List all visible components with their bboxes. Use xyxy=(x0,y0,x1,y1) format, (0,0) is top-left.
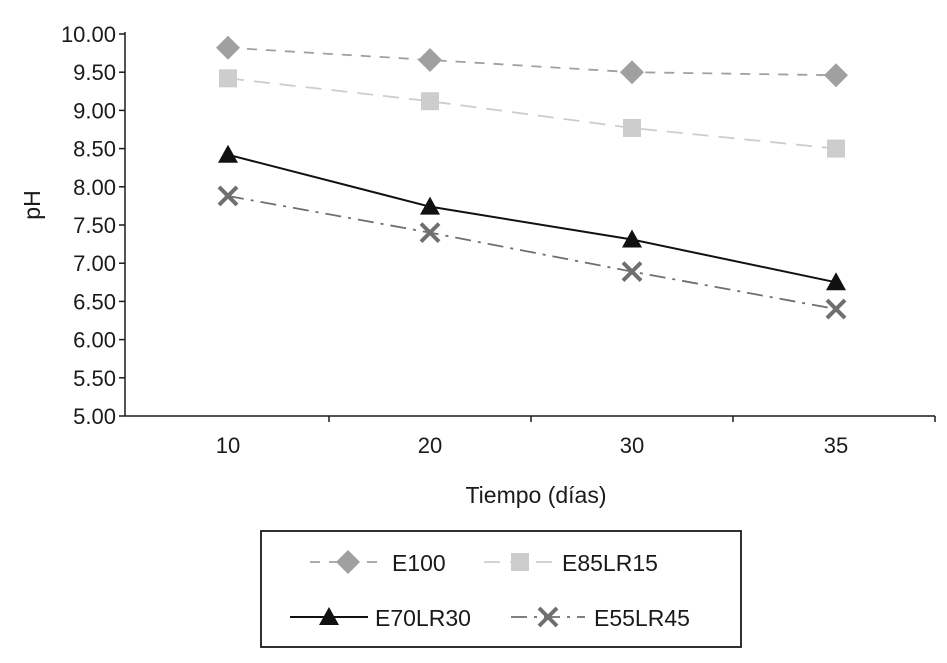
legend-marker xyxy=(537,606,559,628)
data-point xyxy=(623,118,641,137)
y-tick-label: 8.00 xyxy=(73,175,116,200)
x-tick-label: 10 xyxy=(216,433,240,458)
series-line xyxy=(227,77,837,150)
x-tick-label: 30 xyxy=(620,433,644,458)
y-tick-label: 6.50 xyxy=(73,289,116,314)
legend-marker xyxy=(511,553,529,571)
y-tick-label: 7.00 xyxy=(73,251,116,276)
data-point xyxy=(419,222,441,244)
y-tick-label: 6.00 xyxy=(73,328,116,353)
y-tick-label: 10.00 xyxy=(61,22,116,47)
legend-label: E70LR30 xyxy=(375,605,471,631)
data-point xyxy=(420,196,440,215)
data-point xyxy=(620,60,644,85)
y-tick-label: 9.00 xyxy=(73,98,116,123)
x-tick-label: 35 xyxy=(824,433,848,458)
x-axis-title: Tiempo (días) xyxy=(465,482,606,508)
x-tick-label: 20 xyxy=(418,433,442,458)
x-axis-ticks: 10 20 30 35 xyxy=(216,416,936,458)
legend-item: E55LR45 xyxy=(511,605,690,631)
legend: E100 E85LR15 E70LR30 E55LR45 xyxy=(260,530,742,648)
axes xyxy=(124,32,935,417)
y-tick-label: 9.50 xyxy=(73,60,116,85)
series-e70lr30 xyxy=(218,144,846,291)
data-point xyxy=(217,185,239,207)
data-point xyxy=(421,92,439,111)
legend-box xyxy=(260,530,742,648)
legend-label: E100 xyxy=(392,550,446,576)
series-layer xyxy=(216,35,848,320)
data-point xyxy=(622,229,642,248)
legend-marker xyxy=(336,550,360,574)
legend-label: E85LR15 xyxy=(562,550,658,576)
legend-marker xyxy=(319,607,339,625)
data-point xyxy=(827,139,845,158)
data-point xyxy=(219,69,237,88)
y-tick-label: 5.00 xyxy=(73,404,116,429)
legend-item: E70LR30 xyxy=(290,605,471,631)
series-line xyxy=(227,195,837,310)
y-tick-label: 5.50 xyxy=(73,366,116,391)
legend-label: E55LR45 xyxy=(594,605,690,631)
data-point xyxy=(824,63,848,88)
data-point xyxy=(216,35,240,60)
legend-item: E100 xyxy=(310,550,446,576)
y-tick-label: 8.50 xyxy=(73,137,116,162)
series-line xyxy=(227,153,837,284)
y-axis-title: pH xyxy=(19,190,45,219)
data-point xyxy=(825,298,847,320)
series-e100 xyxy=(216,35,848,88)
series-line xyxy=(227,46,837,77)
series-e55lr45 xyxy=(217,185,847,320)
y-axis-ticks: 5.00 5.50 6.00 6.50 7.00 7.50 8.00 8.50 9.00 9.50… xyxy=(61,22,125,429)
legend-item: E85LR15 xyxy=(484,550,658,576)
data-point xyxy=(218,144,238,163)
y-tick-label: 7.50 xyxy=(73,213,116,238)
data-point xyxy=(621,261,643,283)
data-point xyxy=(826,272,846,291)
series-e85lr15 xyxy=(219,69,845,158)
data-point xyxy=(418,47,442,72)
